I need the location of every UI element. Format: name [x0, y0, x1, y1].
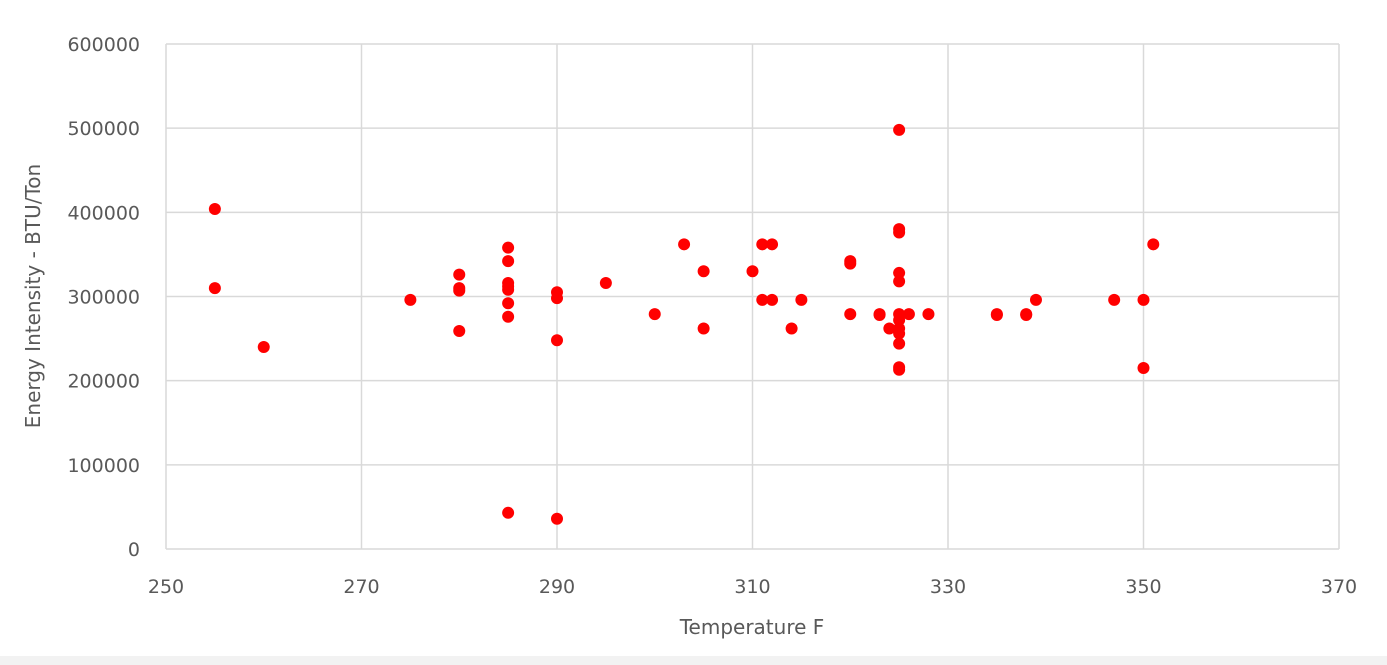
data-point — [551, 292, 563, 305]
x-tick-label: 350 — [1125, 576, 1161, 598]
data-point — [844, 308, 857, 321]
x-axis-title: Temperature F — [679, 615, 825, 639]
data-point — [990, 309, 1003, 322]
data-point — [697, 322, 710, 335]
data-point — [785, 322, 798, 335]
data-point — [883, 322, 896, 335]
x-tick-label: 290 — [539, 576, 575, 598]
data-point — [453, 268, 466, 281]
y-tick-label: 500000 — [67, 118, 140, 140]
data-point — [257, 341, 270, 353]
data-point — [893, 363, 906, 376]
data-point — [893, 327, 906, 340]
data-point — [502, 241, 515, 254]
data-point — [551, 512, 563, 525]
data-point — [922, 308, 935, 321]
data-point — [208, 202, 221, 215]
data-point — [1029, 293, 1042, 306]
y-tick-label: 300000 — [67, 287, 140, 309]
data-point — [766, 293, 779, 306]
data-point — [1108, 293, 1121, 306]
data-point — [453, 325, 466, 338]
data-point — [893, 226, 906, 239]
x-tick-label: 370 — [1321, 576, 1357, 598]
gridlines — [165, 43, 1340, 550]
x-tick-label: 270 — [343, 576, 379, 598]
y-tick-label: 200000 — [67, 371, 140, 393]
data-point — [746, 265, 759, 278]
data-points — [208, 123, 1160, 525]
tick-labels: 0 100000 200000 300000 400000 500000 600000 250… — [67, 34, 1357, 598]
data-point — [1147, 238, 1160, 251]
y-axis-title: Energy Intensity - BTU/Ton — [21, 164, 45, 428]
data-point — [648, 308, 661, 321]
y-tick-label: 400000 — [67, 202, 140, 224]
y-tick-label: 100000 — [67, 455, 140, 477]
data-point — [766, 238, 779, 251]
x-tick-label: 330 — [930, 576, 966, 598]
data-point — [1137, 362, 1150, 375]
data-point — [893, 314, 906, 327]
data-point — [697, 265, 710, 278]
data-point — [893, 275, 906, 288]
x-tick-label: 310 — [734, 576, 770, 598]
data-point — [1137, 293, 1150, 306]
data-point — [208, 282, 221, 295]
data-point — [678, 238, 691, 251]
data-point — [404, 293, 417, 306]
data-point — [1020, 309, 1033, 322]
data-point — [893, 266, 906, 279]
data-point — [502, 506, 515, 519]
data-point — [453, 284, 466, 297]
y-tick-label: 600000 — [67, 34, 140, 56]
data-point — [873, 309, 886, 322]
data-point — [795, 293, 808, 306]
data-point — [844, 257, 857, 270]
data-point — [502, 297, 515, 310]
data-point — [551, 334, 563, 347]
data-point — [756, 238, 769, 251]
data-point — [502, 283, 515, 296]
data-point — [502, 310, 515, 323]
data-point — [893, 337, 906, 350]
x-tick-label: 250 — [148, 576, 184, 598]
y-tick-label: 0 — [128, 539, 140, 561]
data-point — [756, 293, 769, 306]
data-point — [502, 255, 515, 268]
bottom-border — [0, 656, 1387, 665]
data-point — [893, 123, 906, 136]
data-point — [599, 277, 612, 290]
data-point — [902, 308, 915, 321]
